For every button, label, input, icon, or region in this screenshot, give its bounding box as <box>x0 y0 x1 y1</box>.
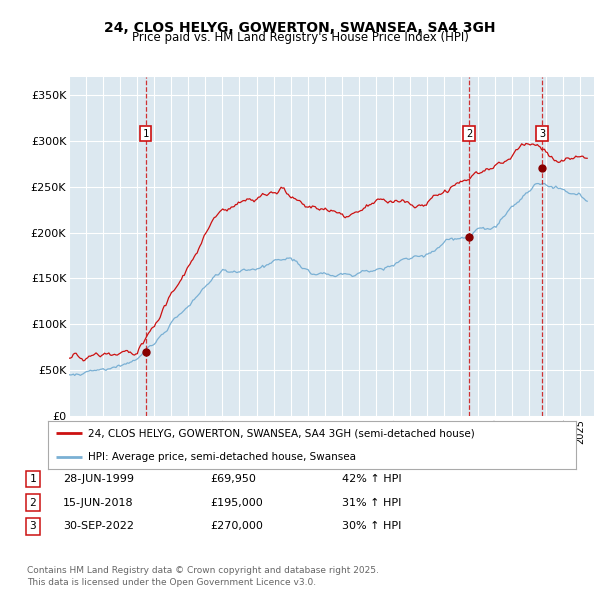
Text: Price paid vs. HM Land Registry's House Price Index (HPI): Price paid vs. HM Land Registry's House … <box>131 31 469 44</box>
Text: 2: 2 <box>466 129 472 139</box>
Text: 28-JUN-1999: 28-JUN-1999 <box>63 474 134 484</box>
Text: 31% ↑ HPI: 31% ↑ HPI <box>342 498 401 507</box>
Text: Contains HM Land Registry data © Crown copyright and database right 2025.
This d: Contains HM Land Registry data © Crown c… <box>27 566 379 587</box>
Text: HPI: Average price, semi-detached house, Swansea: HPI: Average price, semi-detached house,… <box>88 453 356 463</box>
Text: 30% ↑ HPI: 30% ↑ HPI <box>342 522 401 531</box>
Text: 1: 1 <box>142 129 149 139</box>
Text: 15-JUN-2018: 15-JUN-2018 <box>63 498 134 507</box>
Text: 3: 3 <box>539 129 545 139</box>
Text: £69,950: £69,950 <box>210 474 256 484</box>
Text: 30-SEP-2022: 30-SEP-2022 <box>63 522 134 531</box>
Text: 42% ↑ HPI: 42% ↑ HPI <box>342 474 401 484</box>
Text: £270,000: £270,000 <box>210 522 263 531</box>
Text: £195,000: £195,000 <box>210 498 263 507</box>
Text: 24, CLOS HELYG, GOWERTON, SWANSEA, SA4 3GH (semi-detached house): 24, CLOS HELYG, GOWERTON, SWANSEA, SA4 3… <box>88 428 475 438</box>
Text: 2: 2 <box>29 498 37 507</box>
Text: 24, CLOS HELYG, GOWERTON, SWANSEA, SA4 3GH: 24, CLOS HELYG, GOWERTON, SWANSEA, SA4 3… <box>104 21 496 35</box>
Text: 3: 3 <box>29 522 37 531</box>
Text: 1: 1 <box>29 474 37 484</box>
